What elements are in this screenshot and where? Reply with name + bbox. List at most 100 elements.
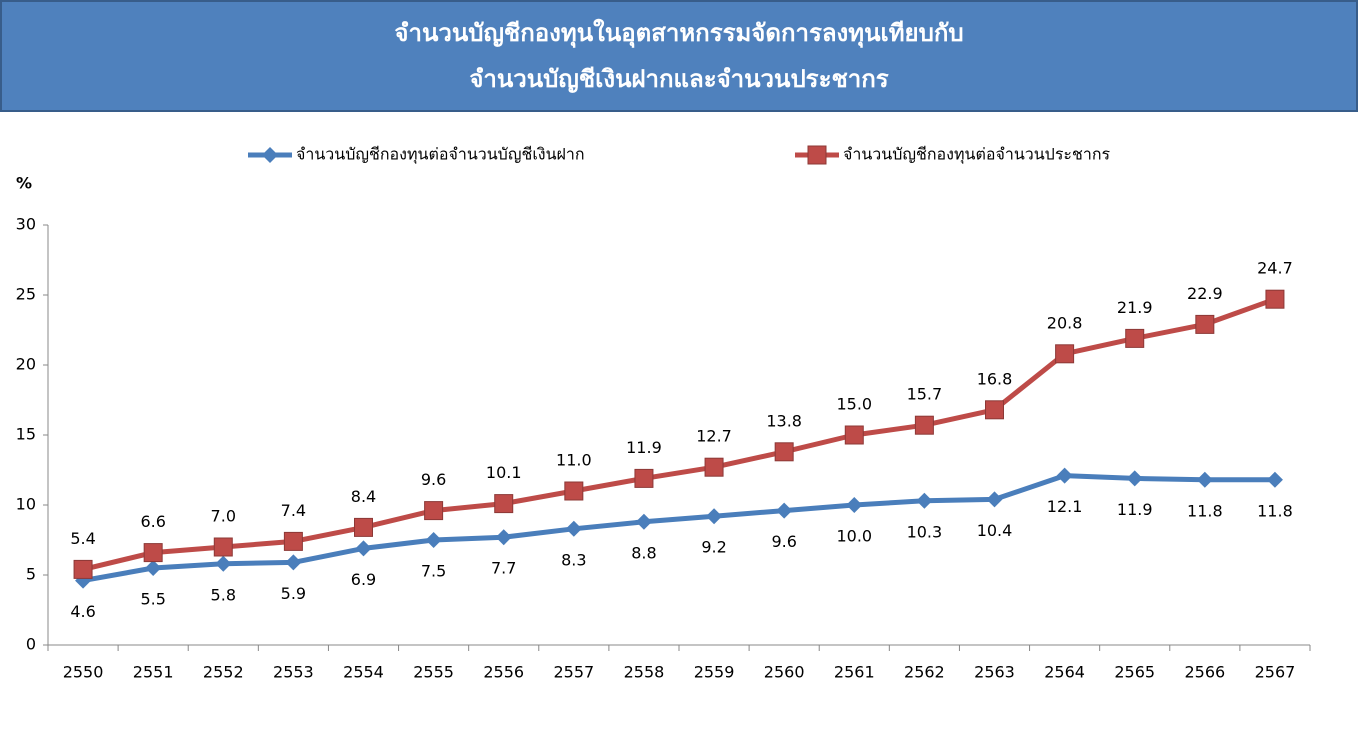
point <box>1126 470 1143 487</box>
data-label: 15.0 <box>836 395 872 414</box>
data-label: 8.4 <box>351 487 376 506</box>
point <box>73 559 93 579</box>
y-tick-label: 20 <box>16 355 36 374</box>
x-tick-label: 2556 <box>483 663 524 682</box>
data-label: 5.5 <box>140 590 165 609</box>
title-banner <box>0 0 1358 112</box>
point <box>634 468 654 488</box>
x-tick-label: 2553 <box>273 663 314 682</box>
data-label: 22.9 <box>1187 284 1223 303</box>
point <box>215 555 232 572</box>
point <box>354 517 373 537</box>
x-tick-label: 2552 <box>203 663 244 682</box>
data-label: 9.2 <box>701 538 726 557</box>
x-tick-label: 2567 <box>1255 663 1296 682</box>
data-label: 10.4 <box>977 521 1013 540</box>
point <box>495 529 512 546</box>
point <box>914 415 934 435</box>
point <box>213 537 233 557</box>
data-label: 7.4 <box>281 501 306 520</box>
data-label: 9.6 <box>421 470 446 489</box>
data-label: 11.8 <box>1187 501 1223 520</box>
data-label: 7.0 <box>211 507 236 526</box>
data-label: 4.6 <box>70 602 95 621</box>
y-tick-label: 5 <box>26 565 36 584</box>
chart-title: จำนวนบัญชีกองทุนในอุตสาหกรรมจัดการลงทุนเ… <box>394 18 963 49</box>
point <box>145 560 162 576</box>
point <box>1055 344 1075 364</box>
x-tick-label: 2554 <box>343 663 384 682</box>
data-label: 12.1 <box>1047 497 1083 516</box>
data-label: 8.3 <box>561 550 586 569</box>
point <box>564 481 584 501</box>
y-tick-label: 10 <box>16 495 36 514</box>
data-label: 9.6 <box>771 532 796 551</box>
data-label: 8.8 <box>631 543 656 562</box>
chart-title: จำนวนบัญชีเงินฝากและจำนวนประชากร <box>469 65 888 93</box>
point <box>283 531 303 551</box>
point <box>285 554 302 571</box>
data-label: 11.9 <box>1117 500 1153 519</box>
point <box>844 425 864 445</box>
point <box>706 508 723 525</box>
data-label: 5.8 <box>211 585 236 604</box>
x-tick-label: 2557 <box>553 663 594 682</box>
point <box>424 501 444 521</box>
y-tick-label: 15 <box>16 425 36 444</box>
data-label: 12.7 <box>696 427 732 446</box>
x-tick-label: 2551 <box>133 663 174 682</box>
x-tick-label: 2555 <box>413 663 454 682</box>
data-label: 10.1 <box>486 463 522 482</box>
series-line <box>82 296 1276 572</box>
point <box>916 492 933 509</box>
y-tick-label: 30 <box>16 215 36 234</box>
legend-marker <box>262 147 278 163</box>
point <box>355 540 372 557</box>
data-label: 11.0 <box>556 451 592 470</box>
data-label: 10.3 <box>907 522 943 541</box>
series-line <box>82 473 1275 584</box>
data-label: 7.7 <box>491 559 516 578</box>
point <box>774 442 794 462</box>
y-axis-label: % <box>16 174 32 193</box>
data-label: 10.0 <box>836 527 872 546</box>
data-label: 15.7 <box>907 385 943 404</box>
point <box>1125 328 1145 348</box>
point <box>776 502 793 519</box>
data-label: 21.9 <box>1117 298 1153 317</box>
data-label: 13.8 <box>766 411 802 430</box>
point <box>143 543 163 563</box>
x-tick-label: 2565 <box>1114 663 1155 682</box>
y-tick-label: 0 <box>26 635 36 654</box>
data-label: 11.8 <box>1257 501 1293 520</box>
point <box>565 520 582 537</box>
point <box>1265 289 1285 309</box>
data-label: 24.7 <box>1257 259 1293 278</box>
point <box>425 532 442 548</box>
data-label: 16.8 <box>977 369 1013 388</box>
x-tick-label: 2559 <box>694 663 735 682</box>
x-tick-label: 2550 <box>63 663 104 682</box>
x-tick-label: 2563 <box>974 663 1015 682</box>
x-tick-label: 2562 <box>904 663 945 682</box>
data-label: 11.9 <box>626 438 662 457</box>
point <box>846 497 863 513</box>
y-tick-label: 25 <box>16 285 36 304</box>
point <box>1196 471 1213 488</box>
x-tick-label: 2564 <box>1044 663 1085 682</box>
point <box>1056 467 1073 484</box>
data-label: 5.4 <box>70 529 95 548</box>
x-tick-label: 2561 <box>834 663 875 682</box>
x-tick-label: 2566 <box>1184 663 1225 682</box>
point <box>1195 314 1215 334</box>
x-tick-label: 2560 <box>764 663 805 682</box>
point <box>1266 471 1283 488</box>
point <box>494 494 514 514</box>
point <box>635 513 652 530</box>
point <box>704 457 724 477</box>
point <box>986 491 1003 508</box>
data-label: 6.6 <box>140 512 165 531</box>
data-label: 5.9 <box>281 584 306 603</box>
data-label: 20.8 <box>1047 313 1083 332</box>
